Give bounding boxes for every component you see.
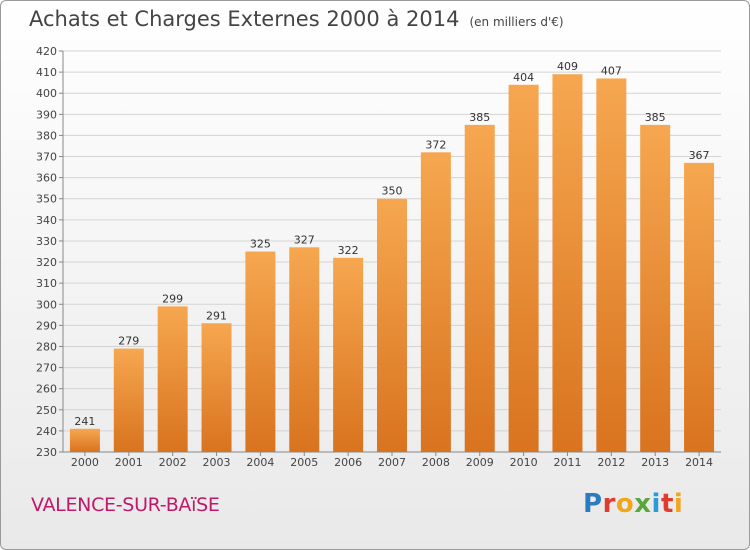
x-axis: 2000 2001 2002 2003 2004 2005 2006 2007 2008 2009… bbox=[63, 451, 721, 469]
chart-title: Achats et Charges Externes 2000 à 2014 (e… bbox=[29, 7, 564, 31]
x-tick-label-2012: 2012 bbox=[597, 456, 625, 469]
y-tick-label: 360 bbox=[36, 172, 57, 185]
x-tick-label-2014: 2014 bbox=[685, 456, 713, 469]
y-tick-label: 410 bbox=[36, 66, 57, 79]
y-tick-label: 340 bbox=[36, 214, 57, 227]
data-label-2005: 327 bbox=[294, 233, 315, 246]
bar-2013 bbox=[640, 124, 671, 453]
y-tick-label: 380 bbox=[36, 129, 57, 142]
x-tick-label-2001: 2001 bbox=[115, 456, 143, 469]
bar-2002 bbox=[157, 306, 188, 452]
data-label-2002: 299 bbox=[162, 292, 183, 305]
x-tick-label-2004: 2004 bbox=[246, 456, 274, 469]
x-tick-label-2006: 2006 bbox=[334, 456, 362, 469]
data-label-2003: 291 bbox=[206, 309, 227, 322]
bar-2006 bbox=[333, 257, 364, 452]
data-label-2011: 409 bbox=[557, 60, 578, 73]
data-label-2004: 325 bbox=[250, 238, 271, 251]
x-tick-label-2010: 2010 bbox=[510, 456, 538, 469]
y-tick-label: 390 bbox=[36, 108, 57, 121]
data-label-2008: 372 bbox=[425, 138, 446, 151]
y-tick-label: 400 bbox=[36, 87, 57, 100]
brand-logo: Proxiti bbox=[583, 489, 684, 519]
bar-2008 bbox=[420, 152, 451, 452]
title-text: Achats et Charges Externes 2000 à 2014 bbox=[29, 7, 460, 31]
location-label: VALENCE-SUR-BAïSE bbox=[31, 494, 220, 516]
y-tick-label: 230 bbox=[36, 446, 57, 459]
x-tick-label-2003: 2003 bbox=[203, 456, 231, 469]
y-tick-label: 300 bbox=[36, 298, 57, 311]
data-label-2009: 385 bbox=[469, 111, 490, 124]
chart-subtitle: (en milliers d'€) bbox=[469, 15, 564, 29]
y-tick-label: 240 bbox=[36, 425, 57, 438]
y-tick-label: 280 bbox=[36, 340, 57, 353]
data-label-2006: 322 bbox=[338, 244, 359, 257]
y-tick-label: 270 bbox=[36, 362, 57, 375]
y-tick-label: 320 bbox=[36, 256, 57, 269]
bar-2004 bbox=[245, 251, 276, 452]
y-tick-label: 420 bbox=[36, 45, 57, 58]
y-tick-label: 330 bbox=[36, 235, 57, 248]
data-label-2013: 385 bbox=[645, 111, 666, 124]
x-tick-label-2007: 2007 bbox=[378, 456, 406, 469]
x-tick-label-2005: 2005 bbox=[290, 456, 318, 469]
bars: 241 279 299 291 325 327 322 350 372 385 404 409 407 3… bbox=[69, 60, 715, 453]
x-tick-label-2008: 2008 bbox=[422, 456, 450, 469]
bar-2014 bbox=[684, 162, 715, 452]
y-axis: 230 240 250 260 270 280 290 300 310 320 330 340 350 3… bbox=[36, 45, 64, 459]
x-tick-label-2002: 2002 bbox=[159, 456, 187, 469]
data-label-2000: 241 bbox=[74, 415, 95, 428]
bar-2012 bbox=[596, 78, 627, 453]
y-tick-label: 250 bbox=[36, 404, 57, 417]
bar-2011 bbox=[552, 74, 583, 452]
y-tick-label: 290 bbox=[36, 319, 57, 332]
bar-2000 bbox=[69, 428, 100, 452]
data-label-2012: 407 bbox=[601, 64, 622, 77]
y-tick-label: 310 bbox=[36, 277, 57, 290]
bar-2007 bbox=[377, 198, 407, 452]
data-label-2010: 404 bbox=[513, 71, 534, 84]
x-tick-label-2000: 2000 bbox=[71, 456, 99, 469]
data-label-2007: 350 bbox=[382, 185, 403, 198]
bar-2009 bbox=[464, 124, 495, 453]
data-label-2001: 279 bbox=[118, 335, 139, 348]
bar-2010 bbox=[508, 84, 539, 452]
bar-2003 bbox=[201, 323, 232, 452]
x-tick-label-2013: 2013 bbox=[641, 456, 669, 469]
y-tick-label: 260 bbox=[36, 383, 57, 396]
data-label-2014: 367 bbox=[689, 149, 710, 162]
bar-chart: 230 240 250 260 270 280 290 300 310 320 330 340 350 3… bbox=[36, 45, 721, 469]
bar-2005 bbox=[289, 247, 320, 452]
x-tick-label-2011: 2011 bbox=[553, 456, 581, 469]
bar-2001 bbox=[113, 348, 144, 452]
y-tick-label: 350 bbox=[36, 193, 57, 206]
x-tick-label-2009: 2009 bbox=[466, 456, 494, 469]
y-tick-label: 370 bbox=[36, 151, 57, 164]
